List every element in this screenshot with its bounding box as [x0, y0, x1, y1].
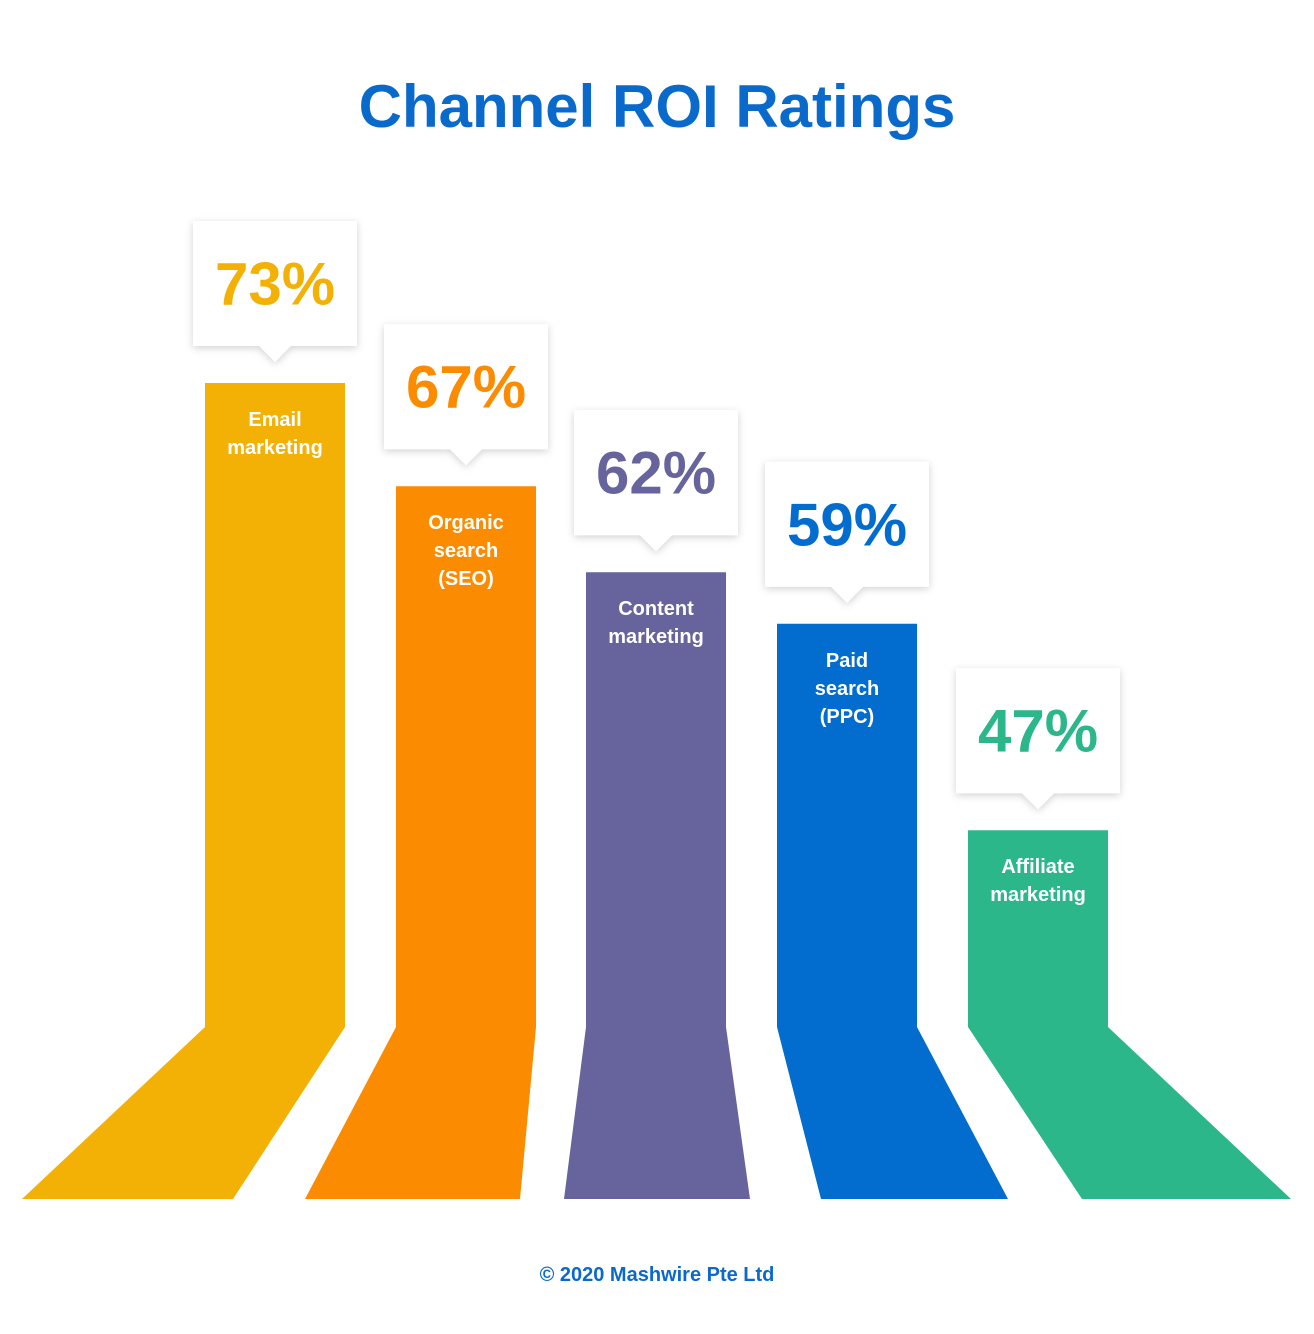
value-callout-5 [956, 668, 1120, 810]
chart-title: Channel ROI Ratings [358, 73, 956, 140]
value-callout-2 [384, 324, 548, 466]
value-label-4: 59% [787, 491, 907, 558]
category-label-1: Email marketing [227, 409, 323, 459]
bar-2 [305, 486, 536, 1199]
bar-1 [22, 383, 345, 1199]
value-callout-4 [765, 461, 929, 603]
bar-5 [968, 830, 1291, 1199]
value-callout-1 [193, 221, 357, 362]
category-label-3: Content marketing [608, 598, 704, 648]
value-label-1: 73% [215, 251, 335, 318]
callouts-group: 73% 67% 62% 59% 47% [193, 221, 1120, 810]
category-label-5: Affiliate marketing [990, 856, 1086, 906]
category-label-4: Paid search (PPC) [815, 650, 880, 728]
value-label-5: 47% [978, 698, 1098, 765]
bar-4 [777, 623, 1008, 1199]
category-label-2: Organic search (SEO) [428, 512, 504, 590]
value-label-2: 67% [406, 354, 526, 421]
bars-group: Email marketing Organic search (SEO) Content m… [22, 383, 1291, 1199]
copyright-footer: © 2020 Mashwire Pte Ltd [539, 1264, 775, 1286]
bar-3 [564, 572, 750, 1199]
value-callout-3 [574, 410, 738, 552]
value-label-3: 62% [596, 440, 716, 507]
